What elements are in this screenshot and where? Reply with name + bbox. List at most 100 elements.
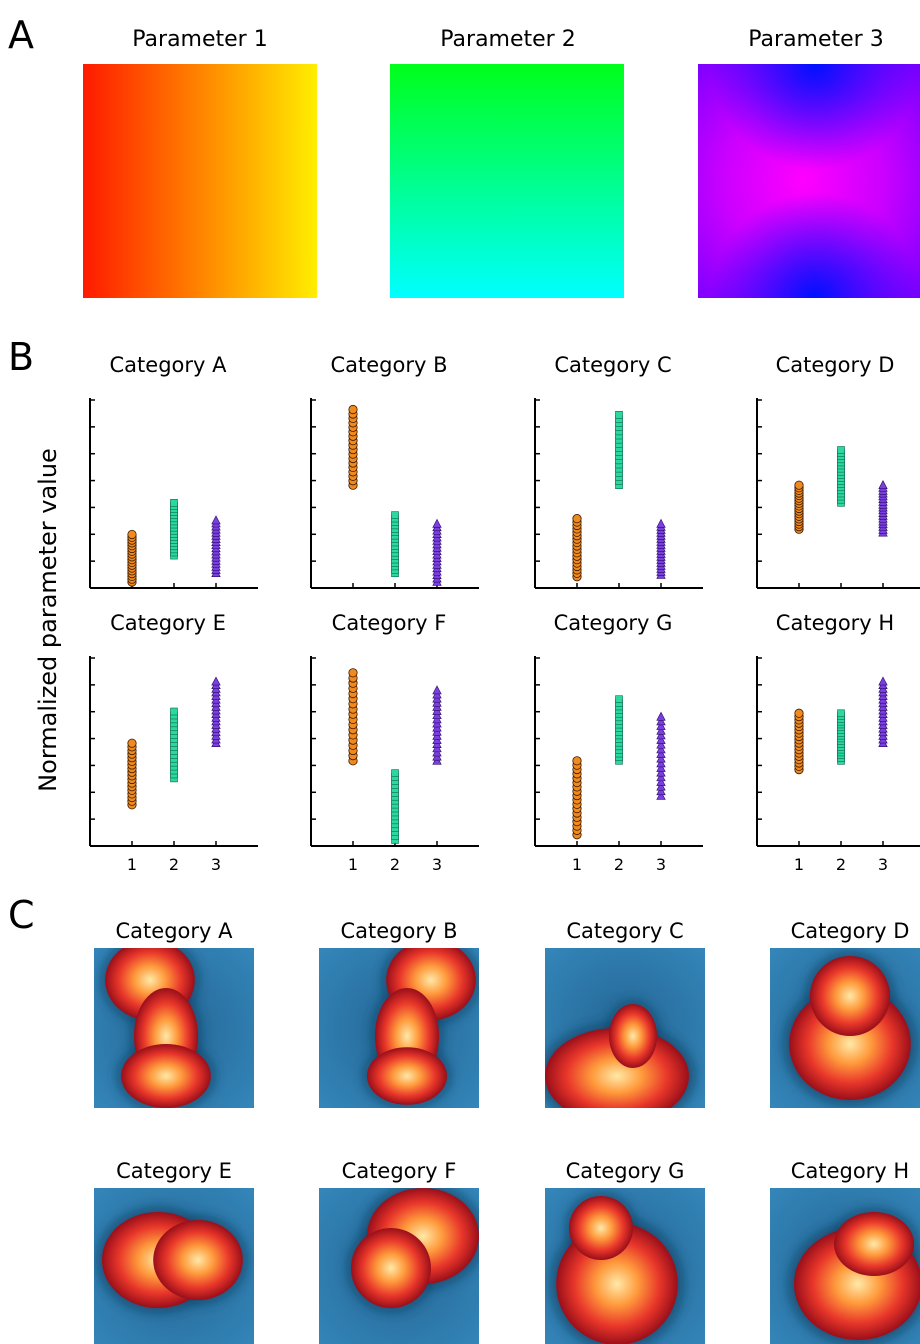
heatmap-panel: Category H: [770, 1159, 920, 1344]
x-tick-label: 2: [169, 855, 179, 874]
x-tick-label: 3: [211, 855, 221, 874]
y-axis-label: Normalized parameter value: [34, 448, 62, 792]
heatmap-panel: Category D: [770, 919, 920, 1108]
data-point: [837, 446, 845, 454]
heatmap-hotspot: [121, 1044, 211, 1108]
scatter-panel: Category C: [534, 353, 703, 589]
data-point: [211, 515, 221, 525]
data-point: [656, 730, 666, 740]
data-point: [348, 668, 358, 678]
heatmap-title: Category G: [566, 1159, 685, 1183]
heatmap-hotspot: [569, 1196, 633, 1260]
data-point: [656, 720, 666, 730]
data-point: [572, 514, 582, 524]
heatmap-panel: Category A: [94, 919, 254, 1108]
data-point: [656, 772, 666, 782]
scatter-panel-title: Category B: [330, 353, 447, 377]
data-point: [391, 769, 399, 777]
data-point: [348, 404, 358, 415]
x-tick-label: 1: [794, 855, 804, 874]
data-point: [878, 676, 888, 686]
x-tick-label: 3: [432, 855, 442, 874]
data-point: [656, 753, 666, 763]
data-point: [656, 711, 666, 721]
x-tick-label: 1: [572, 855, 582, 874]
scatter-panel-title: Category H: [776, 611, 894, 635]
heatmap-hotspot: [367, 1047, 447, 1105]
heatmap-hotspot: [810, 956, 890, 1036]
x-tick-label: 3: [656, 855, 666, 874]
heatmap-title: Category C: [566, 919, 683, 943]
panel-b: Category A Category B Category C Category D…: [89, 353, 920, 874]
data-point: [794, 708, 804, 718]
scatter-panel: Category H 1 2 3: [756, 611, 920, 874]
data-point: [432, 685, 442, 695]
parameter-1-gradient: [83, 64, 317, 298]
scatter-panel: Category A: [89, 353, 258, 589]
heatmap-hotspot: [153, 1220, 243, 1300]
data-point: [656, 781, 666, 791]
heatmap-title: Category H: [791, 1159, 909, 1183]
heatmap-panel: Category F: [319, 1159, 479, 1344]
data-point: [794, 480, 804, 490]
data-point: [878, 480, 888, 490]
heatmap-title: Category F: [342, 1159, 457, 1183]
scatter-panel-title: Category D: [776, 353, 895, 377]
x-tick-label: 2: [836, 855, 846, 874]
scatter-panel-title: Category G: [554, 611, 673, 635]
data-point: [170, 707, 178, 716]
scatter-panel: Category F 1 2 3: [310, 611, 479, 874]
data-point: [656, 518, 666, 528]
heatmap-panel: Category E: [94, 1159, 254, 1344]
parameter-2-title: Parameter 2: [440, 27, 575, 52]
x-tick-label: 2: [614, 855, 624, 874]
heatmap-panel: Category B: [319, 919, 479, 1108]
x-tick-label: 1: [127, 855, 137, 874]
data-point: [656, 762, 666, 772]
data-point: [170, 498, 178, 507]
data-point: [615, 410, 623, 419]
data-point: [656, 748, 666, 758]
panel-b-letter: B: [8, 335, 34, 379]
scatter-panel-title: Category A: [110, 353, 228, 377]
data-point: [656, 734, 666, 744]
parameter-1-title: Parameter 1: [132, 27, 267, 52]
scatter-panel: Category D: [756, 353, 920, 589]
heatmap-panel: Category C: [545, 919, 705, 1108]
scatter-panel-title: Category E: [110, 611, 226, 635]
heatmap-hotspot: [609, 1004, 657, 1068]
heatmap-hotspot: [834, 1212, 914, 1276]
scatter-panel: Category E 1 2 3: [89, 611, 258, 874]
x-tick-label: 2: [390, 855, 400, 874]
data-point: [656, 725, 666, 735]
panel-c-letter: C: [8, 893, 35, 937]
data-point: [211, 676, 221, 686]
data-point: [837, 709, 845, 718]
scatter-panel-title: Category C: [554, 353, 671, 377]
panel-a-letter: A: [8, 13, 34, 57]
heatmap-title: Category E: [116, 1159, 232, 1183]
data-point: [656, 767, 666, 777]
data-point: [656, 776, 666, 786]
data-point: [572, 756, 582, 766]
data-point: [432, 518, 442, 528]
scatter-panel-title: Category F: [332, 611, 447, 635]
parameter-3-title: Parameter 3: [748, 27, 883, 52]
heatmap-panel: Category G: [545, 1159, 705, 1344]
data-point: [656, 786, 666, 796]
heatmap-title: Category D: [791, 919, 910, 943]
data-point: [615, 695, 623, 704]
data-point: [656, 758, 666, 768]
x-tick-label: 3: [878, 855, 888, 874]
heatmap-title: Category B: [340, 919, 457, 943]
heatmap-title: Category A: [116, 919, 234, 943]
panel-a: Parameter 1 Parameter 2 Parameter 3: [83, 27, 920, 298]
parameter-3-gradient: [698, 64, 920, 298]
panel-c: Category A Category B Category C Category D…: [94, 919, 920, 1344]
data-point: [656, 744, 666, 754]
x-tick-label: 1: [348, 855, 358, 874]
parameter-2-gradient: [390, 64, 624, 298]
data-point: [656, 739, 666, 749]
data-point: [656, 790, 666, 800]
data-point: [127, 529, 137, 540]
